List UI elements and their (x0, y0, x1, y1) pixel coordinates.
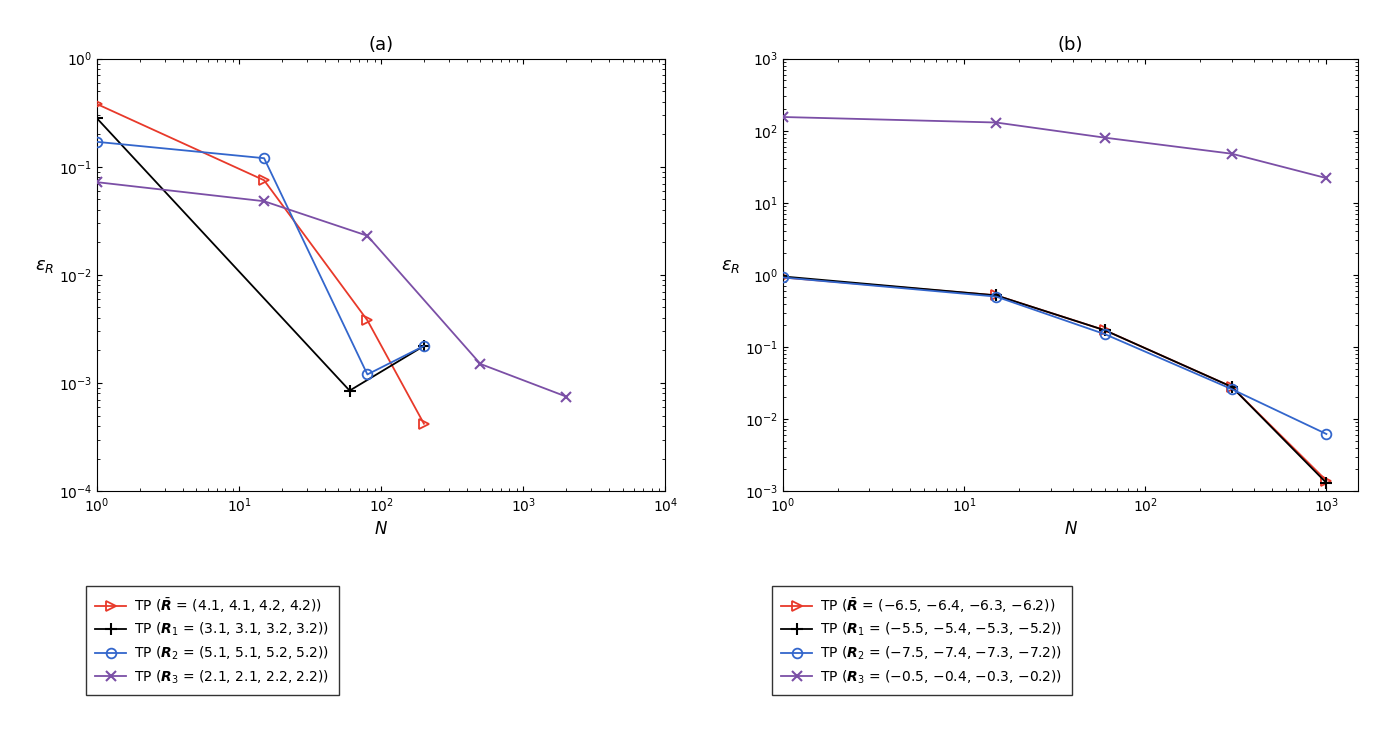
Legend: TP ($\bar{\boldsymbol{R}}$ = (4.1, 4.1, 4.2, 4.2)), TP ($\boldsymbol{R}_1$ = (3.: TP ($\bar{\boldsymbol{R}}$ = (4.1, 4.1, … (86, 586, 338, 696)
Title: (a): (a) (369, 37, 394, 54)
X-axis label: N: N (376, 520, 387, 538)
Legend: TP ($\bar{\boldsymbol{R}}$ = (−6.5, −6.4, −6.3, −6.2)), TP ($\boldsymbol{R}_1$ =: TP ($\bar{\boldsymbol{R}}$ = (−6.5, −6.4… (772, 586, 1071, 696)
Y-axis label: $\varepsilon_R$: $\varepsilon_R$ (721, 257, 740, 275)
X-axis label: N: N (1064, 520, 1077, 538)
Title: (b): (b) (1058, 37, 1084, 54)
Y-axis label: $\varepsilon_R$: $\varepsilon_R$ (35, 257, 54, 275)
